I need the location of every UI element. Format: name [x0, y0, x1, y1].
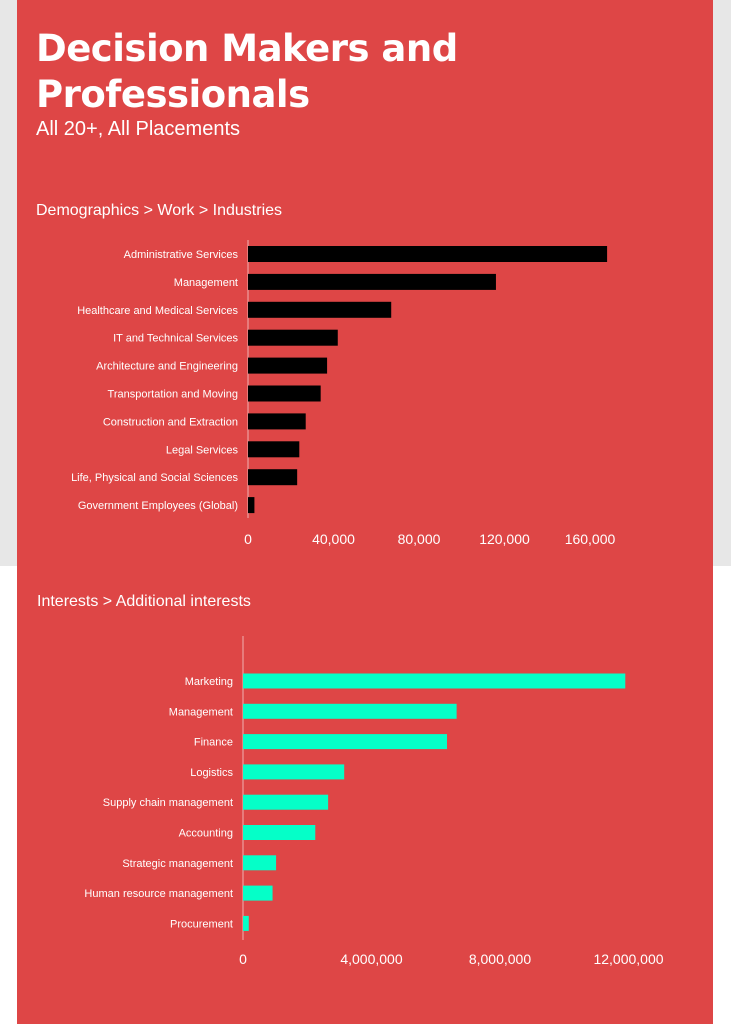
category-label: Architecture and Engineering: [96, 361, 238, 373]
x-tick-label: 4,000,000: [340, 951, 402, 967]
bar-logistics: [243, 764, 345, 780]
bar-strategic-management: [243, 855, 277, 871]
bar-it-and-technical-services: [248, 329, 338, 346]
industries-chart-title: Demographics > Work > Industries: [36, 202, 283, 219]
bar-administrative-services: [248, 246, 608, 262]
page-subtitle: All 20+, All Placements: [36, 118, 240, 140]
category-label: IT and Technical Services: [113, 333, 238, 345]
category-label: Transportation and Moving: [108, 389, 238, 401]
category-label: Life, Physical and Social Sciences: [71, 472, 238, 484]
bar-procurement: [243, 915, 249, 931]
bar-human-resource-management: [243, 885, 273, 901]
bar-transportation-and-moving: [248, 385, 321, 402]
x-tick-label: 8,000,000: [469, 951, 531, 967]
category-label: Accounting: [179, 828, 233, 840]
report-panel: [17, 0, 713, 1024]
bar-government-employees-global: [248, 497, 255, 514]
bar-life-physical-and-social-sciences: [248, 469, 298, 486]
category-label: Construction and Extraction: [103, 416, 238, 428]
category-label: Legal Services: [166, 444, 239, 456]
category-label: Marketing: [185, 676, 233, 688]
page-title: Decision Makers and Professionals: [36, 27, 458, 116]
bar-healthcare-and-medical-services: [248, 301, 392, 318]
category-label: Human resource management: [84, 888, 233, 900]
category-label: Administrative Services: [124, 249, 239, 261]
x-tick-label: 160,000: [565, 531, 616, 547]
bar-supply-chain-management: [243, 794, 329, 810]
category-label: Management: [174, 277, 238, 289]
x-tick-label: 12,000,000: [593, 951, 663, 967]
bar-legal-services: [248, 441, 300, 458]
category-label: Supply chain management: [103, 797, 233, 809]
x-tick-label: 40,000: [312, 531, 355, 547]
category-label: Government Employees (Global): [78, 500, 238, 512]
category-label: Healthcare and Medical Services: [77, 305, 238, 317]
x-tick-label: 0: [239, 951, 247, 967]
bar-architecture-and-engineering: [248, 357, 328, 374]
bar-accounting: [243, 825, 316, 840]
bar-management: [248, 273, 496, 290]
category-label: Management: [169, 706, 233, 718]
x-tick-label: 80,000: [398, 531, 441, 547]
bar-finance: [243, 734, 447, 750]
bar-management: [243, 703, 457, 719]
category-label: Procurement: [170, 918, 233, 930]
x-tick-label: 120,000: [479, 531, 530, 547]
category-label: Strategic management: [122, 858, 233, 870]
bar-construction-and-extraction: [248, 413, 306, 430]
bar-marketing: [243, 673, 626, 689]
category-label: Finance: [194, 737, 233, 749]
category-label: Logistics: [190, 767, 233, 779]
industries-bar-chart: Administrative Services Management Healthc…: [71, 240, 616, 547]
x-tick-label: 0: [244, 531, 252, 547]
interests-chart-title: Interests > Additional interests: [37, 593, 251, 610]
